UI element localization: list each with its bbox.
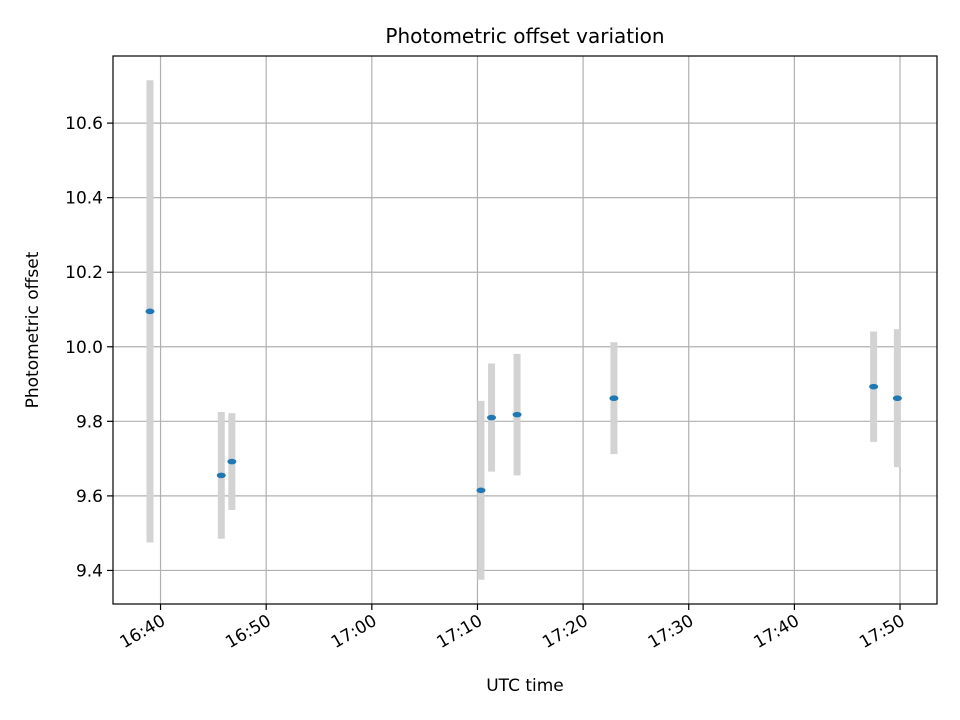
y-tick-label: 10.2 <box>65 263 103 283</box>
y-tick-label: 10.6 <box>65 114 103 134</box>
data-points <box>145 308 902 494</box>
y-axis-label: Photometric offset <box>23 251 43 408</box>
data-point <box>227 458 237 465</box>
y-tick-label: 9.8 <box>76 412 103 432</box>
data-point <box>216 472 226 479</box>
y-tick-label: 9.6 <box>76 487 103 507</box>
data-point <box>145 308 155 315</box>
data-point <box>512 411 522 418</box>
y-axis-ticks: 9.4 9.6 9.8 10.0 10.2 10.4 10.6 <box>65 114 113 581</box>
data-point <box>487 414 497 421</box>
y-tick-label: 9.4 <box>76 561 103 581</box>
chart-title: Photometric offset variation <box>385 24 664 48</box>
plot-frame <box>112 55 938 605</box>
y-tick-label: 10.0 <box>65 338 103 358</box>
data-point <box>892 395 902 402</box>
grid <box>113 56 937 604</box>
x-axis-label: UTC time <box>486 676 564 696</box>
y-tick-label: 10.4 <box>65 189 103 209</box>
data-point <box>869 383 879 390</box>
data-point <box>476 487 486 494</box>
data-point <box>609 395 619 402</box>
